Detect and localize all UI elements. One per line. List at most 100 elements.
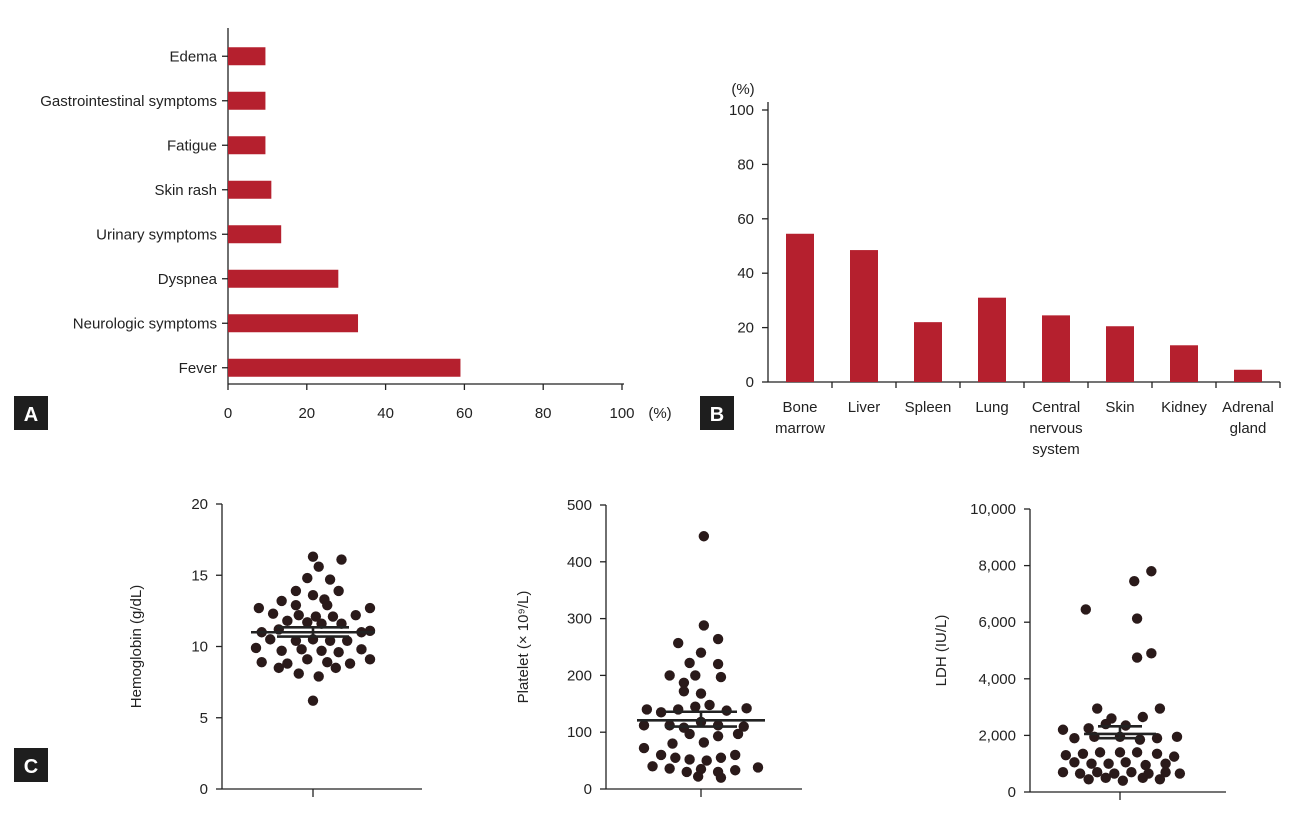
data-point — [655, 707, 667, 718]
data-point — [290, 585, 302, 597]
y-axis-label: Hemoglobin (g/dL) — [128, 585, 145, 708]
data-point — [342, 635, 353, 646]
data-point — [678, 686, 690, 697]
data-point — [1131, 747, 1143, 758]
bar — [850, 250, 878, 382]
data-point — [296, 644, 307, 655]
data-point — [1117, 775, 1129, 786]
bar — [1170, 345, 1198, 382]
data-point — [344, 658, 356, 669]
data-point — [307, 551, 319, 562]
bar — [228, 225, 282, 244]
data-point — [1086, 758, 1097, 769]
data-point — [690, 670, 701, 681]
data-point — [1146, 648, 1157, 659]
y-tick-label: 0 — [1008, 784, 1016, 801]
bar — [228, 47, 266, 66]
panel-label-a-text: A — [24, 404, 38, 426]
data-point — [307, 695, 319, 706]
data-point — [670, 752, 681, 763]
x-tick-label: system — [1032, 441, 1080, 458]
data-point — [336, 554, 347, 565]
x-tick-label: Kidney — [1161, 399, 1207, 416]
data-point — [313, 561, 324, 572]
data-point — [1083, 723, 1094, 734]
data-point — [364, 654, 376, 665]
data-point — [310, 611, 322, 622]
data-point — [322, 656, 333, 668]
data-point — [695, 688, 707, 699]
data-point — [1120, 757, 1131, 768]
data-point — [302, 572, 313, 584]
data-point — [1160, 758, 1171, 769]
x-tick-label: 20 — [298, 405, 315, 422]
y-tick-label: 10,000 — [970, 501, 1016, 518]
data-point — [715, 752, 727, 763]
y-tick-label: 2,000 — [978, 727, 1016, 744]
y-tick-label: 100 — [729, 102, 754, 119]
panel-label-b: B — [700, 396, 734, 430]
data-point — [684, 728, 695, 740]
data-point — [712, 658, 724, 670]
x-tick-label: Lung — [975, 399, 1008, 416]
data-point — [1080, 604, 1092, 615]
y-tick-label: 4,000 — [978, 671, 1016, 688]
data-point — [1057, 724, 1069, 735]
data-point — [1100, 718, 1111, 730]
panel-label-c: C — [14, 748, 48, 782]
data-point — [1057, 766, 1069, 778]
data-point — [684, 657, 695, 669]
data-point — [1103, 758, 1114, 769]
data-point — [1074, 768, 1086, 779]
x-tick-label: 60 — [456, 405, 473, 422]
y-tick-label: Fever — [179, 360, 217, 377]
y-tick-label: 300 — [567, 611, 592, 628]
data-point — [1151, 733, 1163, 744]
x-tick-label: marrow — [775, 420, 825, 437]
bar — [786, 233, 814, 382]
x-tick-label: Skin — [1105, 399, 1134, 416]
y-tick-label: 200 — [567, 667, 592, 684]
bar — [228, 91, 266, 110]
bar — [228, 136, 266, 155]
data-point — [1077, 748, 1089, 759]
y-tick-label: Dyspnea — [158, 271, 218, 288]
y-tick-label: Fatigue — [167, 137, 217, 154]
data-point — [732, 728, 744, 740]
data-point — [330, 662, 341, 674]
data-point — [664, 670, 675, 681]
data-point — [364, 602, 376, 614]
data-point — [678, 677, 690, 688]
data-point — [324, 635, 336, 646]
data-point — [290, 635, 302, 646]
x-tick-label: Bone — [782, 399, 817, 416]
data-point — [698, 531, 710, 542]
data-point — [356, 644, 367, 655]
data-point — [681, 766, 692, 778]
data-point — [1092, 703, 1103, 714]
data-point — [250, 642, 262, 654]
data-point — [1069, 733, 1080, 744]
data-point — [1154, 774, 1166, 785]
data-point — [253, 602, 265, 614]
bar — [228, 314, 359, 333]
y-tick-label: 6,000 — [978, 614, 1016, 631]
panel-label-c-text: C — [24, 756, 38, 778]
data-point — [698, 737, 710, 748]
y-tick-label: 40 — [737, 265, 754, 282]
data-point — [712, 730, 724, 742]
x-tick-label: Central — [1032, 399, 1080, 416]
bar — [228, 180, 272, 199]
y-tick-label: 0 — [746, 374, 754, 391]
data-point — [1154, 703, 1166, 714]
data-point — [638, 742, 650, 754]
x-tick-label: 0 — [224, 405, 232, 422]
data-point — [1100, 772, 1111, 784]
panel-c-hemoglobin-scatter: 0 5 10 15 20 Hemoglobin (g/dL) — [128, 496, 422, 798]
bar — [978, 297, 1006, 382]
y-tick-label: 15 — [191, 567, 208, 584]
data-point — [313, 671, 324, 682]
y-tick-label: 0 — [584, 781, 592, 798]
data-point — [364, 625, 376, 637]
data-point — [293, 609, 304, 621]
